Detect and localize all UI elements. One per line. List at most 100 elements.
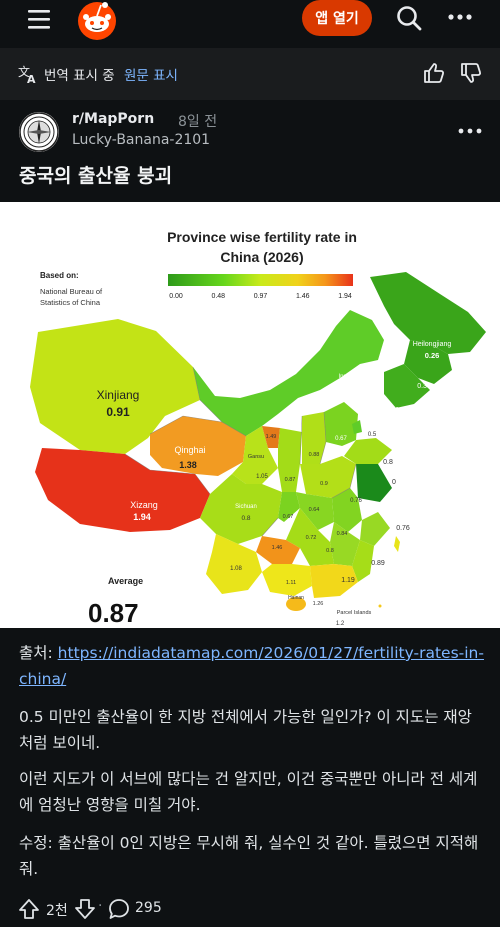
thumbs-up-icon[interactable] [422, 61, 446, 85]
separator-dot: · [98, 898, 103, 914]
reddit-logo-icon[interactable] [76, 0, 118, 40]
region-value-xizang: 1.94 [133, 512, 151, 522]
region-name-parcel-islands: Parcel Islands [337, 610, 372, 616]
legend-ticks: 0.00 0.48 0.97 1.46 1.94 [169, 293, 352, 300]
hamburger-menu-icon[interactable] [28, 8, 50, 30]
comment-count: 295 [135, 900, 162, 916]
svg-text:A: A [27, 73, 36, 84]
based-on-label: Based on: [40, 271, 79, 280]
post-more-options-icon[interactable] [458, 126, 482, 136]
source-link[interactable]: https://indiadatamap.com/2026/01/27/fert… [19, 644, 484, 688]
region-name-hainan: Hainan [288, 595, 304, 601]
region-hebei [324, 402, 358, 446]
author-username[interactable]: Lucky-Banana-2101 [72, 132, 211, 148]
region-name-qinghai: Qinghai [174, 445, 205, 455]
region-shandong [344, 438, 392, 464]
region-value-xinjiang: 0.91 [106, 405, 130, 419]
region-value-henan: 0.9 [320, 481, 328, 487]
region-value-shandong: 0.76 [350, 498, 362, 504]
region-taiwan [394, 536, 400, 552]
post-image[interactable]: Province wise fertility rate in China (2… [0, 202, 500, 628]
post-actions-bar: 2천 · 295 [0, 894, 500, 924]
region-value-hunan: 0.8 [326, 548, 334, 554]
subreddit-name[interactable]: r/MapPorn [72, 111, 155, 127]
region-henan [300, 456, 356, 498]
region-shaanxi [278, 428, 302, 492]
region-hunan [286, 508, 334, 566]
region-value-tianjin: 0.8 [383, 459, 393, 466]
post-paragraph-3: 수정: 출산율이 0인 지방은 무시해 줘, 실수인 것 같아. 틀렸으면 지적… [19, 834, 479, 878]
downvote-icon[interactable] [74, 898, 96, 920]
region-name-inner-mongol: Inner Mongol [338, 374, 373, 380]
region-xinjiang [30, 319, 200, 454]
search-icon[interactable] [396, 4, 422, 32]
show-original-link[interactable]: 원문 표시 [124, 68, 178, 84]
region-jiangsu [356, 464, 392, 502]
legend-tick-label: 0.97 [254, 293, 268, 300]
source-label: 출처: [19, 644, 58, 662]
region-value-hebei: 0.67 [335, 436, 347, 442]
open-app-button[interactable]: 앱 열기 [302, 0, 372, 36]
region-gansu [232, 426, 278, 484]
upvote-icon[interactable] [18, 898, 40, 920]
translation-bar: 文 A 번역 표시 중 원문 표시 [0, 48, 500, 100]
upvote-count: 2천 [46, 903, 68, 919]
region-value-jiangxi: 0.84 [337, 531, 348, 537]
region-xizang [35, 448, 210, 532]
legend-tick-label: 1.94 [338, 293, 352, 300]
average-label: Average [108, 576, 143, 586]
region-inner-mongol [193, 310, 384, 436]
region-value-shanxi: 0.88 [309, 452, 320, 458]
region-shanxi [302, 412, 326, 464]
svg-text:文: 文 [18, 64, 30, 79]
map-title-line2: China (2026) [220, 249, 303, 265]
subreddit-avatar[interactable] [19, 112, 59, 152]
region-value-guizhou: 1.46 [272, 545, 283, 551]
region-guizhou [256, 536, 300, 564]
region-jilin [404, 340, 452, 384]
region-sichuan [200, 474, 282, 544]
province-borders [124, 366, 357, 537]
region-parcel-islands [378, 604, 382, 608]
post-paragraph-2: 이런 지도가 이 서브에 많다는 건 알지만, 이건 중국뿐만 아니라 전 세계… [19, 770, 478, 814]
region-yunnan [206, 534, 262, 594]
region-value-fujian: 0.89 [371, 560, 385, 567]
region-value-hubei: 0.72 [306, 535, 317, 541]
region-value-zhejiang: 0.76 [396, 525, 410, 532]
region-value-guangxi: 1.11 [286, 580, 296, 586]
region-value-yunnan: 1.08 [230, 566, 242, 572]
region-value-anhui: 0.64 [309, 507, 320, 513]
average-value: 0.87 [88, 598, 139, 628]
map-title-line1: Province wise fertility rate in [167, 229, 357, 245]
china-fertility-map: Province wise fertility rate in China (2… [30, 229, 486, 628]
region-heilongjiang [370, 272, 486, 354]
thumbs-down-icon[interactable] [459, 61, 483, 85]
post-age: 8일 전 [178, 114, 218, 130]
top-bar: 앱 열기 [0, 0, 500, 44]
comment-icon[interactable] [108, 898, 130, 920]
more-options-icon[interactable] [448, 10, 472, 24]
legend-tick-label: 0.00 [169, 293, 183, 300]
region-value-shaanxi: 0.87 [285, 477, 296, 483]
region-value-liaoning: 0.43 [395, 407, 409, 414]
region-name-sichuan: Sichuan [235, 504, 257, 510]
region-zhejiang [360, 512, 390, 546]
region-value-jilin: 0.39 [417, 383, 431, 390]
region-value-heilongjiang: 0.26 [425, 351, 440, 360]
region-qinghai [150, 416, 246, 476]
region-guangdong [310, 564, 358, 598]
post-source: 출처: https://indiadatamap.com/2026/01/27/… [19, 640, 484, 692]
region-name-gansu: Gansu [248, 454, 264, 460]
region-hainan [286, 597, 306, 611]
post-title: 중국의 출산율 붕괴 [19, 165, 173, 187]
region-value-chongqing: 0.67 [283, 514, 294, 520]
region-anhui [332, 488, 362, 532]
legend-tick-label: 0.48 [211, 293, 225, 300]
region-chongqing [278, 492, 300, 522]
region-jiangxi [330, 522, 360, 566]
region-value-guangdong: 1.19 [341, 577, 355, 584]
region-name-xinjiang: Xinjiang [97, 388, 140, 402]
region-name-heilongjiang: Heilongjiang [413, 341, 452, 348]
region-guangxi [262, 564, 312, 596]
legend-tick-label: 1.46 [296, 293, 310, 300]
